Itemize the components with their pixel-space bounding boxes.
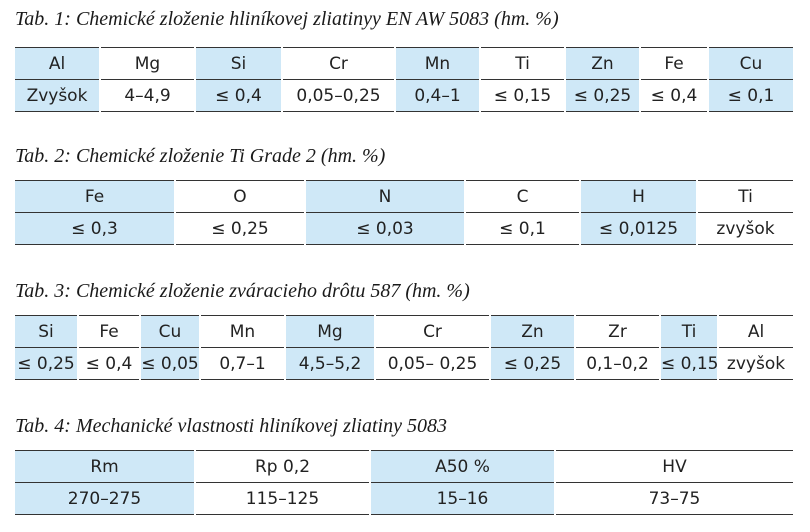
header-row: Si Fe Cu Mn Mg Cr Zn Zr Ti Al — [15, 315, 793, 348]
value-cell: 4,5–5,2 — [284, 347, 375, 380]
value-cell: 0,7–1 — [199, 347, 285, 380]
header-row: Rm Rp 0,2 A50 % HV — [15, 450, 793, 483]
data-table: Fe O N C H Ti ≤ 0,3 ≤ 0,25 ≤ 0,03 ≤ 0,1 ≤ 0,0125 zv… — [15, 180, 793, 245]
header-cell: O — [174, 180, 305, 213]
value-cell: 0,4–1 — [394, 79, 480, 112]
value-row: 270–275 115–125 15–16 73–75 — [15, 482, 793, 515]
value-cell: 73–75 — [554, 482, 793, 515]
header-cell: Si — [15, 315, 78, 348]
value-cell: ≤ 0,4 — [77, 347, 140, 380]
value-cell: ≤ 0,25 — [489, 347, 575, 380]
header-cell: Mn — [394, 47, 480, 80]
header-cell: Rm — [15, 450, 195, 483]
value-cell: 0,1–0,2 — [574, 347, 660, 380]
value-cell: ≤ 0,4 — [194, 79, 282, 112]
header-cell: N — [304, 180, 465, 213]
header-cell: Cu — [139, 315, 200, 348]
value-cell: ≤ 0,03 — [304, 212, 465, 245]
value-row: ≤ 0,25 ≤ 0,4 ≤ 0,05 0,7–1 4,5–5,2 0,05– 0,25 ≤… — [15, 347, 793, 380]
header-cell: Cr — [281, 47, 395, 80]
value-cell: ≤ 0,1 — [707, 79, 793, 112]
value-cell: 4–4,9 — [99, 79, 195, 112]
value-cell: 0,05– 0,25 — [374, 347, 490, 380]
value-cell: ≤ 0,4 — [639, 79, 708, 112]
value-cell: 0,05–0,25 — [281, 79, 395, 112]
header-cell: H — [579, 180, 697, 213]
data-table: Al Mg Si Cr Mn Ti Zn Fe Cu Zvyšok 4–4,9 ≤ 0,4 0,05–0… — [15, 47, 793, 112]
header-cell: Cr — [374, 315, 490, 348]
value-cell: zvyšok — [696, 212, 793, 245]
data-table: Si Fe Cu Mn Mg Cr Zn Zr Ti Al ≤ 0,25 ≤ 0,4 ≤ 0,05 0,7… — [15, 315, 793, 380]
table-title: Tab. 3: Chemické zloženie zváracieho drô… — [15, 280, 470, 302]
value-cell: ≤ 0,3 — [15, 212, 175, 245]
value-cell: zvyšok — [717, 347, 793, 380]
header-cell: HV — [554, 450, 793, 483]
header-row: Al Mg Si Cr Mn Ti Zn Fe Cu — [15, 47, 793, 80]
header-cell: Al — [717, 315, 793, 348]
value-cell: 115–125 — [194, 482, 370, 515]
header-cell: Fe — [639, 47, 708, 80]
header-cell: Mg — [99, 47, 195, 80]
header-cell: Al — [15, 47, 100, 80]
header-cell: Si — [194, 47, 282, 80]
value-cell: Zvyšok — [15, 79, 100, 112]
table-title: Tab. 4: Mechanické vlastnosti hliníkovej… — [15, 415, 447, 437]
header-cell: A50 % — [369, 450, 555, 483]
header-cell: Cu — [707, 47, 793, 80]
value-cell: ≤ 0,0125 — [579, 212, 697, 245]
value-cell: 270–275 — [15, 482, 195, 515]
table-title: Tab. 2: Chemické zloženie Ti Grade 2 (hm… — [15, 145, 386, 167]
header-cell: C — [464, 180, 580, 213]
header-cell: Zr — [574, 315, 660, 348]
header-row: Fe O N C H Ti — [15, 180, 793, 213]
header-cell: Ti — [659, 315, 718, 348]
header-cell: Fe — [77, 315, 140, 348]
header-cell: Mg — [284, 315, 375, 348]
header-cell: Zn — [489, 315, 575, 348]
value-cell: ≤ 0,15 — [479, 79, 565, 112]
header-cell: Ti — [696, 180, 793, 213]
header-cell: Rp 0,2 — [194, 450, 370, 483]
value-cell: ≤ 0,05 — [139, 347, 200, 380]
value-cell: ≤ 0,25 — [174, 212, 305, 245]
table-title: Tab. 1: Chemické zloženie hliníkovej zli… — [15, 8, 559, 30]
value-cell: ≤ 0,25 — [564, 79, 640, 112]
header-cell: Fe — [15, 180, 175, 213]
data-table: Rm Rp 0,2 A50 % HV 270–275 115–125 15–16 73–75 — [15, 450, 793, 515]
header-cell: Mn — [199, 315, 285, 348]
value-cell: ≤ 0,25 — [15, 347, 78, 380]
header-cell: Zn — [564, 47, 640, 80]
value-cell: ≤ 0,15 — [659, 347, 719, 380]
header-cell: Ti — [479, 47, 565, 80]
value-row: ≤ 0,3 ≤ 0,25 ≤ 0,03 ≤ 0,1 ≤ 0,0125 zvyšok — [15, 212, 793, 245]
value-cell: 15–16 — [369, 482, 555, 515]
value-row: Zvyšok 4–4,9 ≤ 0,4 0,05–0,25 0,4–1 ≤ 0,15 ≤ 0,… — [15, 79, 793, 112]
value-cell: ≤ 0,1 — [464, 212, 580, 245]
